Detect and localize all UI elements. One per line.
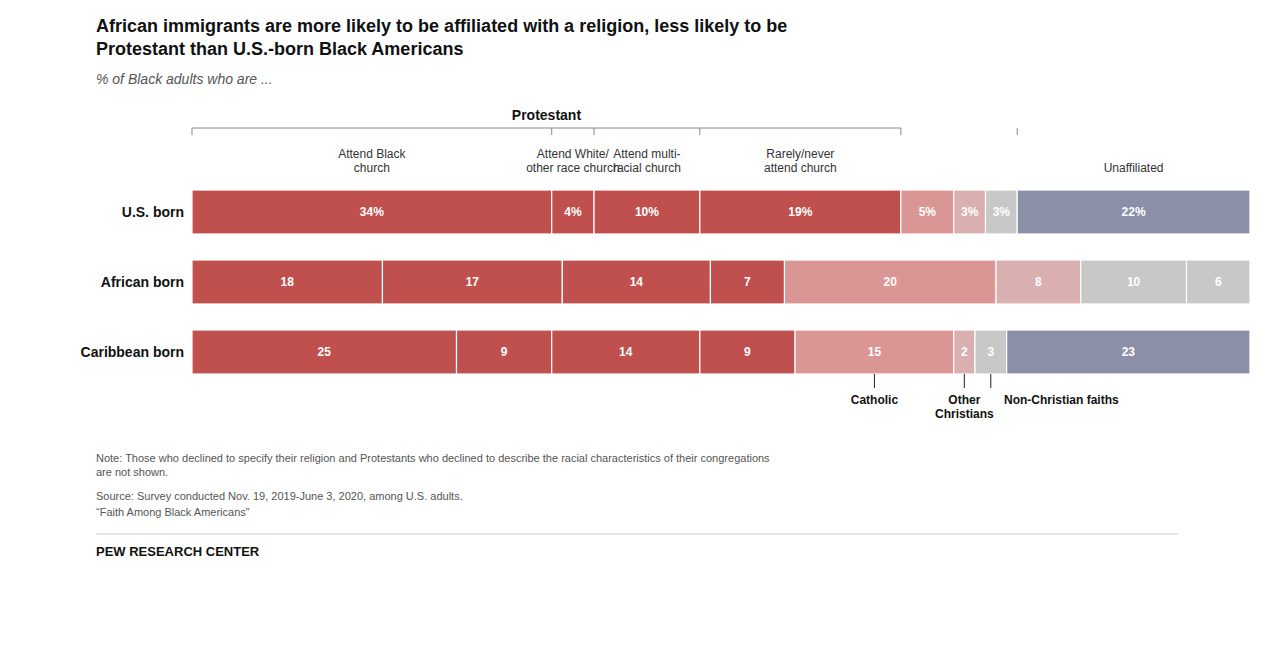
- bottom-labels: Catholic OtherChristians Non-Christian fai…: [851, 374, 1119, 421]
- bar-segment: [996, 260, 1081, 304]
- group-bracket-tick: [594, 128, 595, 135]
- data-label: 5%: [919, 205, 937, 219]
- data-label: 17: [466, 275, 480, 289]
- group-bracket-tick: [900, 128, 901, 135]
- bar-segment: [710, 260, 784, 304]
- bar-segment: [954, 330, 975, 374]
- series-label: Non-Christian faiths: [1004, 393, 1119, 407]
- data-label: 3%: [961, 205, 979, 219]
- series-header: Attend White/other race church: [526, 147, 619, 175]
- data-label: 18: [281, 275, 295, 289]
- data-label: 15: [868, 345, 882, 359]
- data-label: 6: [1215, 275, 1222, 289]
- bar-segment: [700, 190, 901, 234]
- data-label: 2: [961, 345, 968, 359]
- data-label: 23: [1122, 345, 1136, 359]
- group-bracket: [192, 128, 901, 129]
- bar-segment: [901, 190, 954, 234]
- category-label: U.S. born: [122, 204, 184, 220]
- footer: PEW RESEARCH CENTER: [96, 544, 260, 559]
- bar-segment: [1081, 260, 1187, 304]
- bar-segment: [552, 190, 594, 234]
- separator: [96, 534, 1178, 535]
- data-label: 25: [318, 345, 332, 359]
- series-header: Rarely/neverattend church: [764, 147, 837, 175]
- bar-segment: [1017, 190, 1250, 234]
- data-label: 9: [744, 345, 751, 359]
- headers: Protestant Attend Blackchurch Attend White…: [192, 107, 1164, 175]
- series-label: Catholic: [851, 393, 899, 407]
- data-label: 34%: [360, 205, 384, 219]
- bar-segment: [192, 330, 457, 374]
- report: “Faith Among Black Americans”: [96, 506, 250, 518]
- group-bracket-tick: [192, 128, 193, 135]
- bars: [192, 190, 1250, 374]
- bar-segment: [457, 330, 552, 374]
- title: African immigrants are more likely to be…: [96, 16, 787, 59]
- data-label: 14: [619, 345, 633, 359]
- data-label: 14: [630, 275, 644, 289]
- series-label: OtherChristians: [935, 393, 994, 421]
- label-tick: [874, 374, 875, 388]
- group-label: Protestant: [512, 107, 582, 123]
- category-label: African born: [101, 274, 184, 290]
- chart: African immigrants are more likely to be…: [0, 0, 1280, 654]
- source: Source: Survey conducted Nov. 19, 2019-J…: [96, 490, 463, 502]
- series-header: Unaffiliated: [1104, 161, 1164, 175]
- data-label: 8: [1035, 275, 1042, 289]
- bar-segment: [700, 330, 795, 374]
- series-header: Attend Blackchurch: [338, 147, 406, 175]
- bar-segment: [382, 260, 562, 304]
- data-label: 20: [884, 275, 898, 289]
- bar-segment: [552, 330, 700, 374]
- subtitle: % of Black adults who are ...: [96, 71, 273, 87]
- bar-segment: [954, 190, 986, 234]
- category-label: Caribbean born: [81, 344, 184, 360]
- data-label: 10: [1127, 275, 1141, 289]
- bar-segment: [562, 260, 710, 304]
- bar-segment: [986, 190, 1018, 234]
- data-label: 19%: [788, 205, 812, 219]
- bar-segment: [192, 260, 382, 304]
- header-tick: [1017, 128, 1018, 135]
- data-label: 3: [987, 345, 994, 359]
- data-label: 22%: [1122, 205, 1146, 219]
- note: Note: Those who declined to specify thei…: [96, 452, 770, 478]
- bar-segment: [975, 330, 1007, 374]
- bar-segment: [192, 190, 552, 234]
- bar-segment: [795, 330, 954, 374]
- label-tick: [964, 374, 965, 388]
- bar-segment: [594, 190, 700, 234]
- bar-segment: [784, 260, 996, 304]
- bar-segment: [1007, 330, 1250, 374]
- series-header: Attend multi-racial church: [613, 147, 681, 175]
- data-label: 4%: [564, 205, 582, 219]
- data-label: 10%: [635, 205, 659, 219]
- data-label: 9: [501, 345, 508, 359]
- data-label: 3%: [993, 205, 1011, 219]
- label-tick: [990, 374, 991, 388]
- group-bracket-tick: [699, 128, 700, 135]
- group-bracket-tick: [551, 128, 552, 135]
- data-labels: 34% 4% 10% 19% 5% 3% 3% 22% 18 17 14 7 20 8 10 6 25 9 14 9 1…: [281, 205, 1222, 359]
- bar-segment: [1187, 260, 1250, 304]
- data-label: 7: [744, 275, 751, 289]
